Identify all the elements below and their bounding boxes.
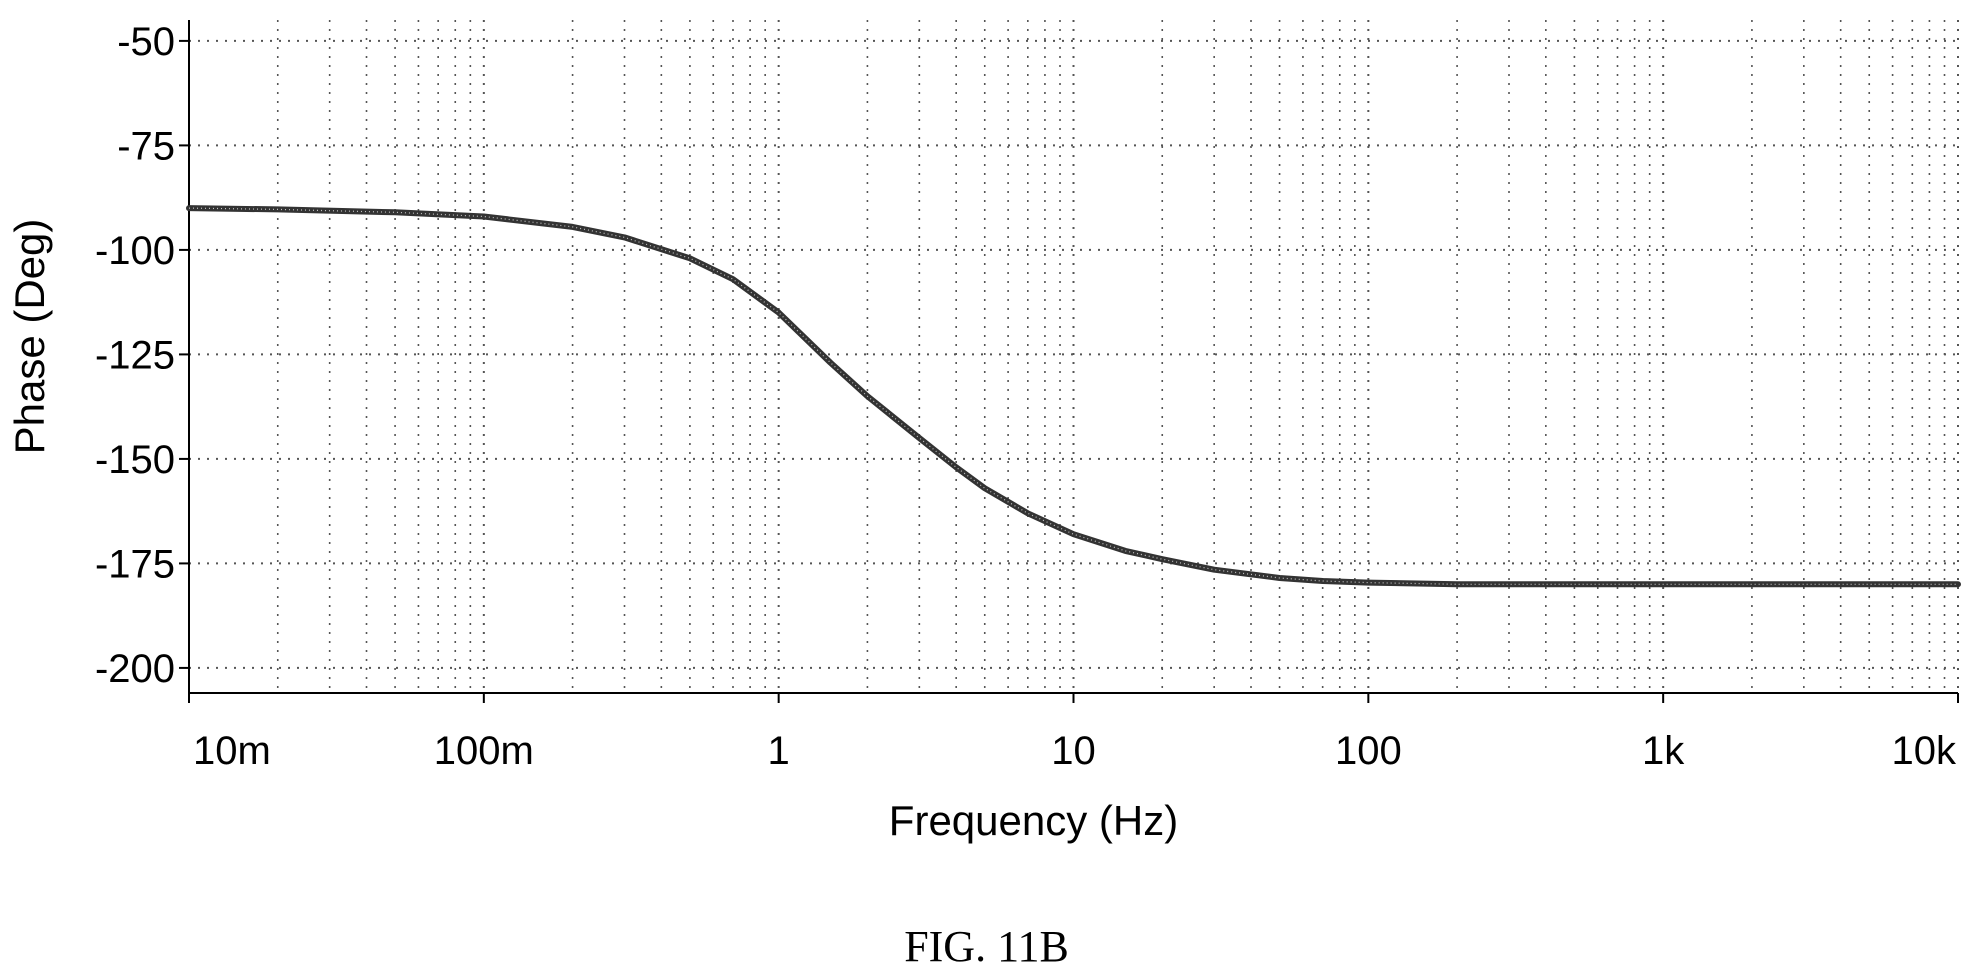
y-tick-label: -100 [95, 229, 175, 273]
phase-chart: -50 -75 -100 -125 -150 -175 -200 10m 100m 1 10 100 1… [6, 20, 1961, 844]
x-tick-label: 100m [434, 729, 534, 773]
x-tick-label: 100 [1335, 729, 1402, 773]
phase-series-line [186, 205, 1961, 588]
x-tick-label: 10k [1892, 729, 1957, 773]
x-tick-label: 10m [193, 729, 271, 773]
series-layer [186, 205, 1961, 588]
x-axis-title: Frequency (Hz) [889, 797, 1178, 844]
y-tick-label: -75 [117, 124, 175, 168]
y-tick-label: -125 [95, 333, 175, 377]
y-tick-label: -50 [117, 20, 175, 64]
y-tick-label: -150 [95, 438, 175, 482]
figure-caption: FIG. 11B [904, 922, 1069, 971]
axes [179, 20, 1959, 703]
x-tick-label: 1 [768, 729, 790, 773]
y-axis-title: Phase (Deg) [6, 219, 53, 455]
tick-labels: -50 -75 -100 -125 -150 -175 -200 10m 100m 1 10 100 1… [95, 20, 1957, 773]
x-tick-label: 10 [1051, 729, 1096, 773]
y-tick-label: -200 [95, 647, 175, 691]
y-tick-label: -175 [95, 542, 175, 586]
grid [188, 20, 1959, 693]
x-tick-label: 1k [1642, 729, 1685, 773]
